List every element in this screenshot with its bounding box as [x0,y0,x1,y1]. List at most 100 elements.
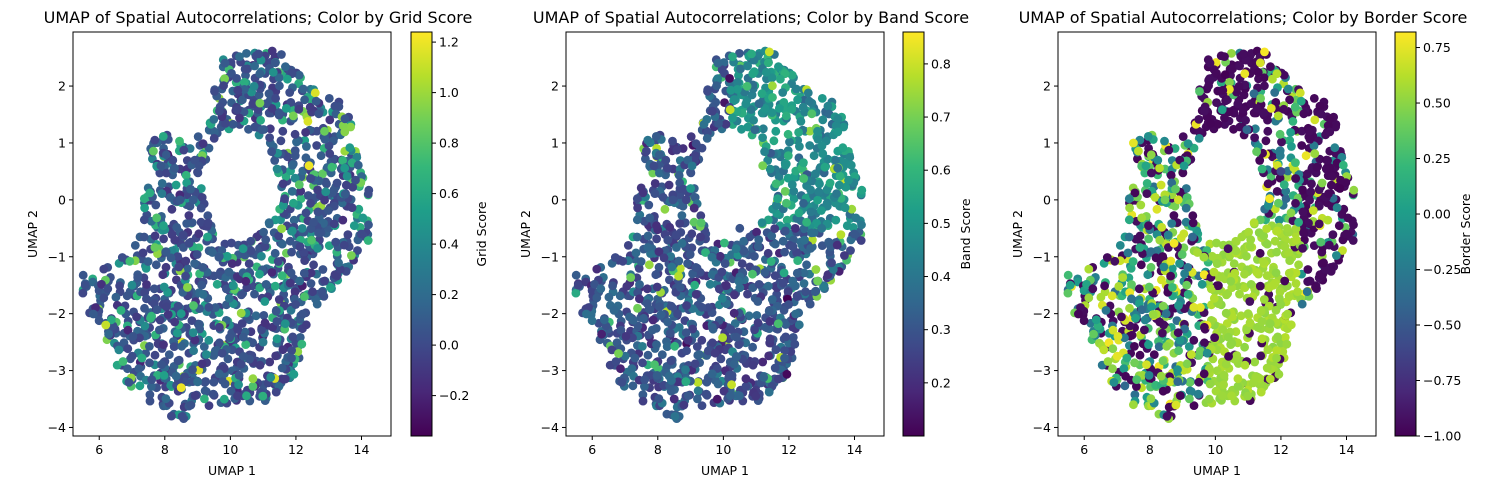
colorbar-tick-label: 0.50 [1423,96,1451,111]
scatter-point [1305,135,1315,144]
scatter-point [620,351,630,361]
scatter-point [1257,334,1267,344]
scatter-point [172,222,182,232]
scatter-point [147,382,156,391]
scatter-point [1122,353,1132,363]
scatter-point [272,334,282,344]
scatter-point [167,204,177,214]
colorbar-frame [1394,31,1417,437]
scatter-point [1270,236,1280,246]
scatter-point [1229,259,1239,269]
scatter-point [643,243,653,252]
scatter-point [171,371,181,381]
scatter-point [1160,195,1170,205]
scatter-point [1272,226,1282,236]
scatter-point [717,294,727,303]
scatter-point [192,250,202,259]
scatter-point [663,235,673,245]
scatter-point [1114,282,1124,291]
scatter-point [241,340,251,349]
scatter-point [200,386,210,396]
scatter-point [78,288,88,298]
scatter-point [768,93,777,102]
scatter-point [1219,380,1228,390]
scatter-point [663,163,672,173]
scatter-point [652,340,661,349]
scatter-point [277,239,287,249]
scatter-point [196,203,206,213]
scatter-point [1226,276,1236,286]
scatter-point [702,377,712,387]
scatter-point [1296,96,1306,106]
scatter-point [1309,94,1319,103]
y-tick-label: −4 [48,420,66,435]
scatter-point [771,201,781,210]
scatter-point [788,333,798,342]
scatter-point [686,184,695,193]
scatter-point [294,104,304,114]
scatter-point [332,178,342,188]
scatter-point [675,264,685,273]
scatter-point [1206,284,1216,294]
scatter-point [1166,256,1176,266]
scatter-point [776,74,785,84]
scatter-point [159,221,168,231]
scatter-point [712,394,722,404]
scatter-point [306,174,316,183]
scatter-point [199,342,209,351]
scatter-point [1147,168,1156,178]
scatter-point [1166,271,1175,281]
scatter-point [1290,102,1300,112]
scatter-point [712,81,721,91]
scatter-point [307,235,316,245]
scatter-point [815,179,824,189]
scatter-point [1260,81,1269,91]
scatter-point [799,279,809,288]
scatter-point [769,136,779,146]
scatter-point [161,247,171,256]
scatter-point [832,240,842,250]
scatter-point [1280,242,1290,252]
scatter-point [838,143,848,153]
scatter-point [1302,287,1312,297]
x-tick-label: 8 [654,442,662,457]
scatter-point [631,248,641,258]
scatter-point [353,246,362,255]
scatter-point [1130,390,1140,399]
scatter-point [184,211,194,220]
scatter-point [1188,218,1198,228]
y-tick-label: −2 [48,306,66,321]
scatter-point [325,115,335,125]
scatter-point [813,195,822,205]
scatter-point [638,396,648,406]
scatter-point [189,301,198,310]
scatter-point [648,325,657,335]
scatter-point [342,171,352,181]
scatter-point [651,270,661,280]
scatter-point [1257,164,1267,174]
scatter-point [285,278,295,288]
scatter-point [666,252,676,261]
scatter-point [1084,293,1094,303]
scatter-point [285,236,295,246]
y-tick-label: 0 [551,192,559,207]
scatter-point [1108,344,1118,354]
scatter-point [1146,150,1156,160]
scatter-point [295,242,305,252]
scatter-point [203,232,212,242]
scatter-point [280,194,289,204]
scatter-point [1231,236,1241,246]
scatter-point [346,122,355,132]
scatter-point [1161,309,1171,319]
scatter-point [790,339,800,349]
y-tick-label: 2 [551,79,559,94]
scatter-point [781,111,791,121]
y-axis-label: UMAP 2 [25,210,40,258]
scatter-point [654,150,664,160]
scatter-point [1220,70,1230,80]
scatter-point [1113,332,1123,341]
scatter-point [320,135,330,144]
scatter-point [286,268,296,278]
scatter-point [1210,333,1219,342]
scatter-point [1305,126,1314,136]
